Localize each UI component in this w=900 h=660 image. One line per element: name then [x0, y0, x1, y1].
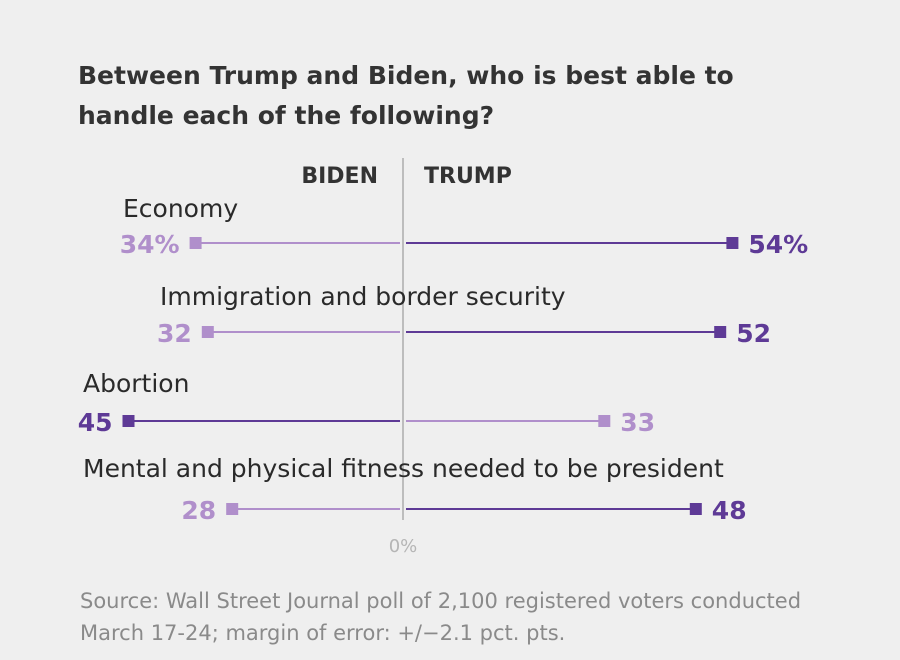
zero-axis-label: 0% — [389, 536, 418, 557]
source-note: Source: Wall Street Journal poll of 2,10… — [80, 589, 802, 645]
biden-marker — [122, 415, 135, 427]
trump-marker — [714, 326, 727, 338]
biden-marker — [189, 237, 202, 249]
biden-value-label: 34% — [120, 230, 180, 259]
trump-value-label: 52 — [736, 319, 771, 348]
biden-value-label: 32 — [157, 319, 192, 348]
category-label: Immigration and border security — [160, 282, 566, 311]
chart-title: Between Trump and Biden, who is best abl… — [78, 61, 734, 130]
biden-value-label: 45 — [78, 408, 113, 437]
category-label: Mental and physical fitness needed to be… — [83, 454, 724, 483]
category-label: Abortion — [83, 369, 189, 398]
trump-marker — [598, 415, 611, 427]
biden-value-label: 28 — [181, 496, 216, 525]
biden-marker — [226, 503, 239, 515]
header-trump: TRUMP — [424, 164, 512, 189]
category-label: Economy — [123, 194, 238, 223]
trump-marker — [689, 503, 702, 515]
trump-value-label: 48 — [712, 496, 747, 525]
trump-value-label: 33 — [620, 408, 655, 437]
header-biden: BIDEN — [301, 164, 378, 189]
biden-marker — [201, 326, 214, 338]
trump-value-label: 54% — [748, 230, 808, 259]
trump-marker — [726, 237, 739, 249]
